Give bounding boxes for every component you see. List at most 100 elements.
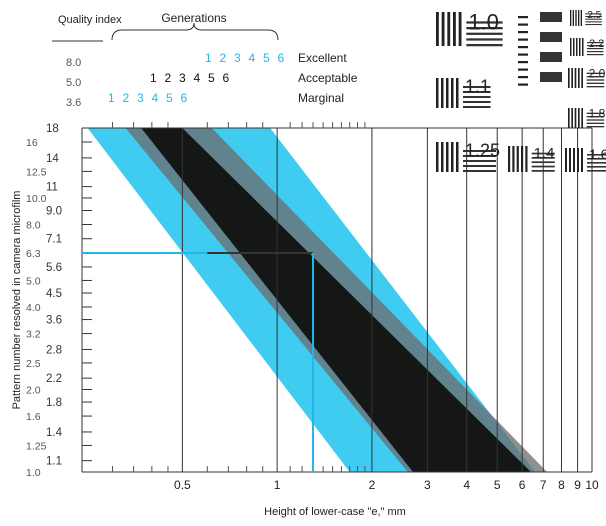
pattern-line — [531, 157, 555, 159]
pattern-line — [587, 170, 606, 172]
pattern-bar — [446, 78, 449, 108]
resolution-pattern: 1.8 — [568, 107, 606, 128]
generation-label: 6 — [278, 51, 285, 65]
x-tick-label: 9 — [574, 478, 581, 492]
generation-label: 3 — [137, 91, 144, 105]
pattern-bar — [441, 78, 444, 108]
pattern-line — [463, 101, 491, 103]
pattern-label: 2.5 — [587, 10, 601, 21]
y-tick-label: 18 — [46, 123, 59, 135]
y-tick-label: 7.1 — [46, 234, 62, 246]
y-tick-label: 12.5 — [26, 166, 47, 178]
pattern-line — [586, 72, 605, 74]
x-tick-label: 4 — [463, 478, 470, 492]
pattern-line — [463, 155, 496, 157]
pattern-line — [463, 96, 491, 98]
pattern-bar — [574, 108, 577, 128]
pattern-line — [531, 152, 555, 155]
resolution-pattern: 1.25 — [436, 140, 500, 172]
pattern-line — [587, 45, 604, 47]
mini-pattern-bar — [518, 16, 528, 19]
pattern-bar — [577, 148, 579, 172]
mini-pattern-bar — [518, 61, 528, 64]
pattern-line — [463, 160, 496, 162]
pattern-bar — [578, 108, 580, 128]
y-tick-label: 6.3 — [26, 248, 41, 260]
pattern-bar — [581, 108, 583, 128]
pattern-line — [466, 32, 503, 35]
pattern-line — [586, 116, 605, 118]
pattern-bar — [568, 68, 570, 88]
y-tick-label: 5.0 — [26, 275, 41, 287]
y-tick-label: 10.0 — [26, 193, 47, 205]
pattern-line — [586, 86, 605, 88]
y-tick-label: 2.0 — [26, 385, 41, 397]
pattern-line — [586, 126, 605, 128]
quality-index-value: 8.0 — [66, 57, 81, 69]
pattern-bar — [570, 10, 572, 26]
pattern-bar — [574, 68, 577, 88]
generation-label: 3 — [179, 71, 186, 85]
resolution-pattern: 1.1 — [436, 76, 491, 108]
y-tick-label: 1.4 — [46, 427, 63, 439]
band-dark — [141, 128, 531, 472]
pattern-bar — [521, 146, 524, 172]
y-tick-label: 11 — [46, 182, 58, 194]
pattern-line — [586, 82, 605, 84]
quality-level-label: Acceptable — [298, 71, 358, 85]
generation-label: 5 — [263, 51, 270, 65]
pattern-line — [463, 106, 491, 108]
mini-pattern-bar — [518, 23, 528, 26]
mini-pattern-bar — [518, 53, 528, 56]
x-tick-label: 2 — [369, 478, 376, 492]
pattern-bar — [436, 78, 439, 108]
pattern-label: 2.0 — [589, 67, 606, 81]
pattern-bar — [441, 12, 445, 46]
pattern-line — [531, 165, 555, 168]
resolution-pattern: 2.0 — [568, 67, 606, 88]
x-ticks: 0.5 1 2 3 4 5 6 7 8 9 10 — [174, 478, 599, 492]
x-tick-label: 10 — [585, 478, 599, 492]
pattern-line — [586, 76, 605, 78]
quality-level-label: Marginal — [298, 91, 344, 105]
pattern-line — [587, 166, 606, 168]
pattern-line — [585, 18, 602, 20]
ref-layer — [82, 251, 315, 472]
generation-label: 4 — [249, 51, 256, 65]
pattern-label: 2.2 — [589, 38, 604, 50]
mini-pattern-bar — [518, 68, 528, 71]
y-tick-label: 2.2 — [46, 373, 62, 385]
y-tick-label: 1.25 — [26, 440, 47, 452]
resolution-pattern: 1.6 — [565, 146, 606, 172]
generation-label: 2 — [123, 91, 130, 105]
x-tick-label: 8 — [558, 478, 565, 492]
pattern-bar — [447, 12, 451, 46]
y-tick-label: 3.6 — [46, 315, 62, 327]
mini-pattern-block — [540, 72, 562, 82]
resolution-pattern: 1.4 — [508, 145, 555, 172]
y-tick-label: 16 — [26, 137, 38, 149]
pattern-line — [463, 170, 496, 172]
generation-label: 4 — [194, 71, 201, 85]
pattern-bar — [512, 146, 515, 172]
pattern-bar — [508, 146, 511, 172]
pattern-bar — [581, 148, 583, 172]
mini-pattern-bar — [518, 76, 528, 79]
pattern-line — [463, 150, 496, 152]
mini-pattern-bar — [518, 38, 528, 41]
x-tick-label: 3 — [424, 478, 431, 492]
pattern-line — [587, 162, 606, 164]
pattern-bar — [578, 10, 580, 26]
pattern-line — [463, 165, 496, 167]
grid-layer — [81, 122, 593, 473]
pattern-line — [585, 24, 602, 26]
pattern-bar — [576, 38, 578, 56]
pattern-line — [463, 86, 491, 88]
generation-label: 3 — [234, 51, 241, 65]
pattern-bar — [516, 146, 519, 172]
pattern-bar — [581, 68, 583, 88]
generation-label: 5 — [166, 91, 173, 105]
pattern-bar — [570, 38, 572, 56]
